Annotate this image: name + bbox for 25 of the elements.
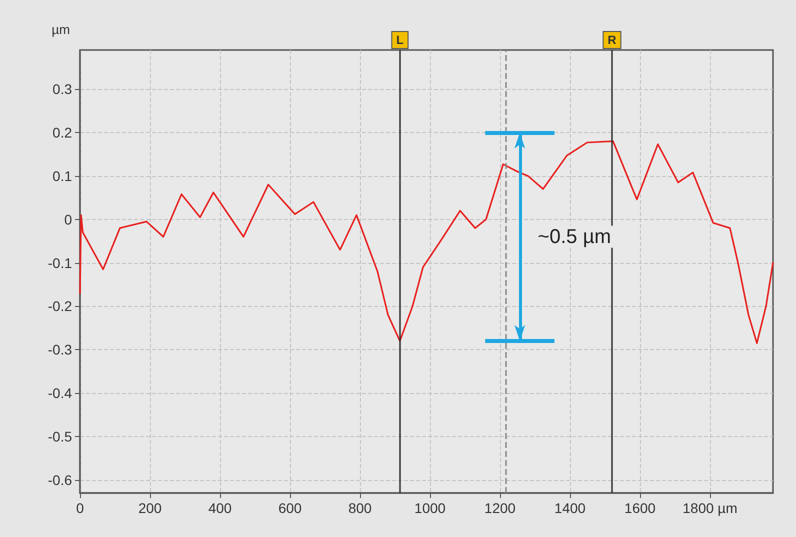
y-tick-label: -0.4 [48,385,72,402]
y-tick-label: -0.2 [48,298,72,314]
x-tick-label: 1200 [484,500,516,516]
line-series [79,140,774,344]
ref-line-label: R [608,33,617,47]
x-tick-label: 1800 µm [682,500,738,516]
x-tick-label: 800 [348,500,372,516]
x-tick-label: 1600 [624,500,656,516]
y-tick-label: 0.1 [52,168,72,184]
x-tick-label: 1000 [414,500,446,516]
y-tick-label: 0.3 [52,81,72,98]
y-tick-label: 0 [64,211,72,228]
y-tick-label: -0.1 [48,254,72,271]
y-tick-label: -0.5 [48,428,72,445]
y-tick-label: 0.2 [52,124,72,141]
x-tick-label: 400 [208,500,232,516]
x-tick-label: 200 [138,500,162,516]
y-tick-label: -0.3 [48,342,72,358]
x-tick-label: 0 [76,500,84,516]
x-tick-label: 1400 [554,500,586,516]
y-axis-title: µm [52,22,70,37]
annotation: ~0.5 µm [538,226,612,248]
y-tick-label: -0.6 [48,472,72,488]
x-tick-label: 600 [278,500,302,516]
ref-line-label: L [396,33,404,47]
